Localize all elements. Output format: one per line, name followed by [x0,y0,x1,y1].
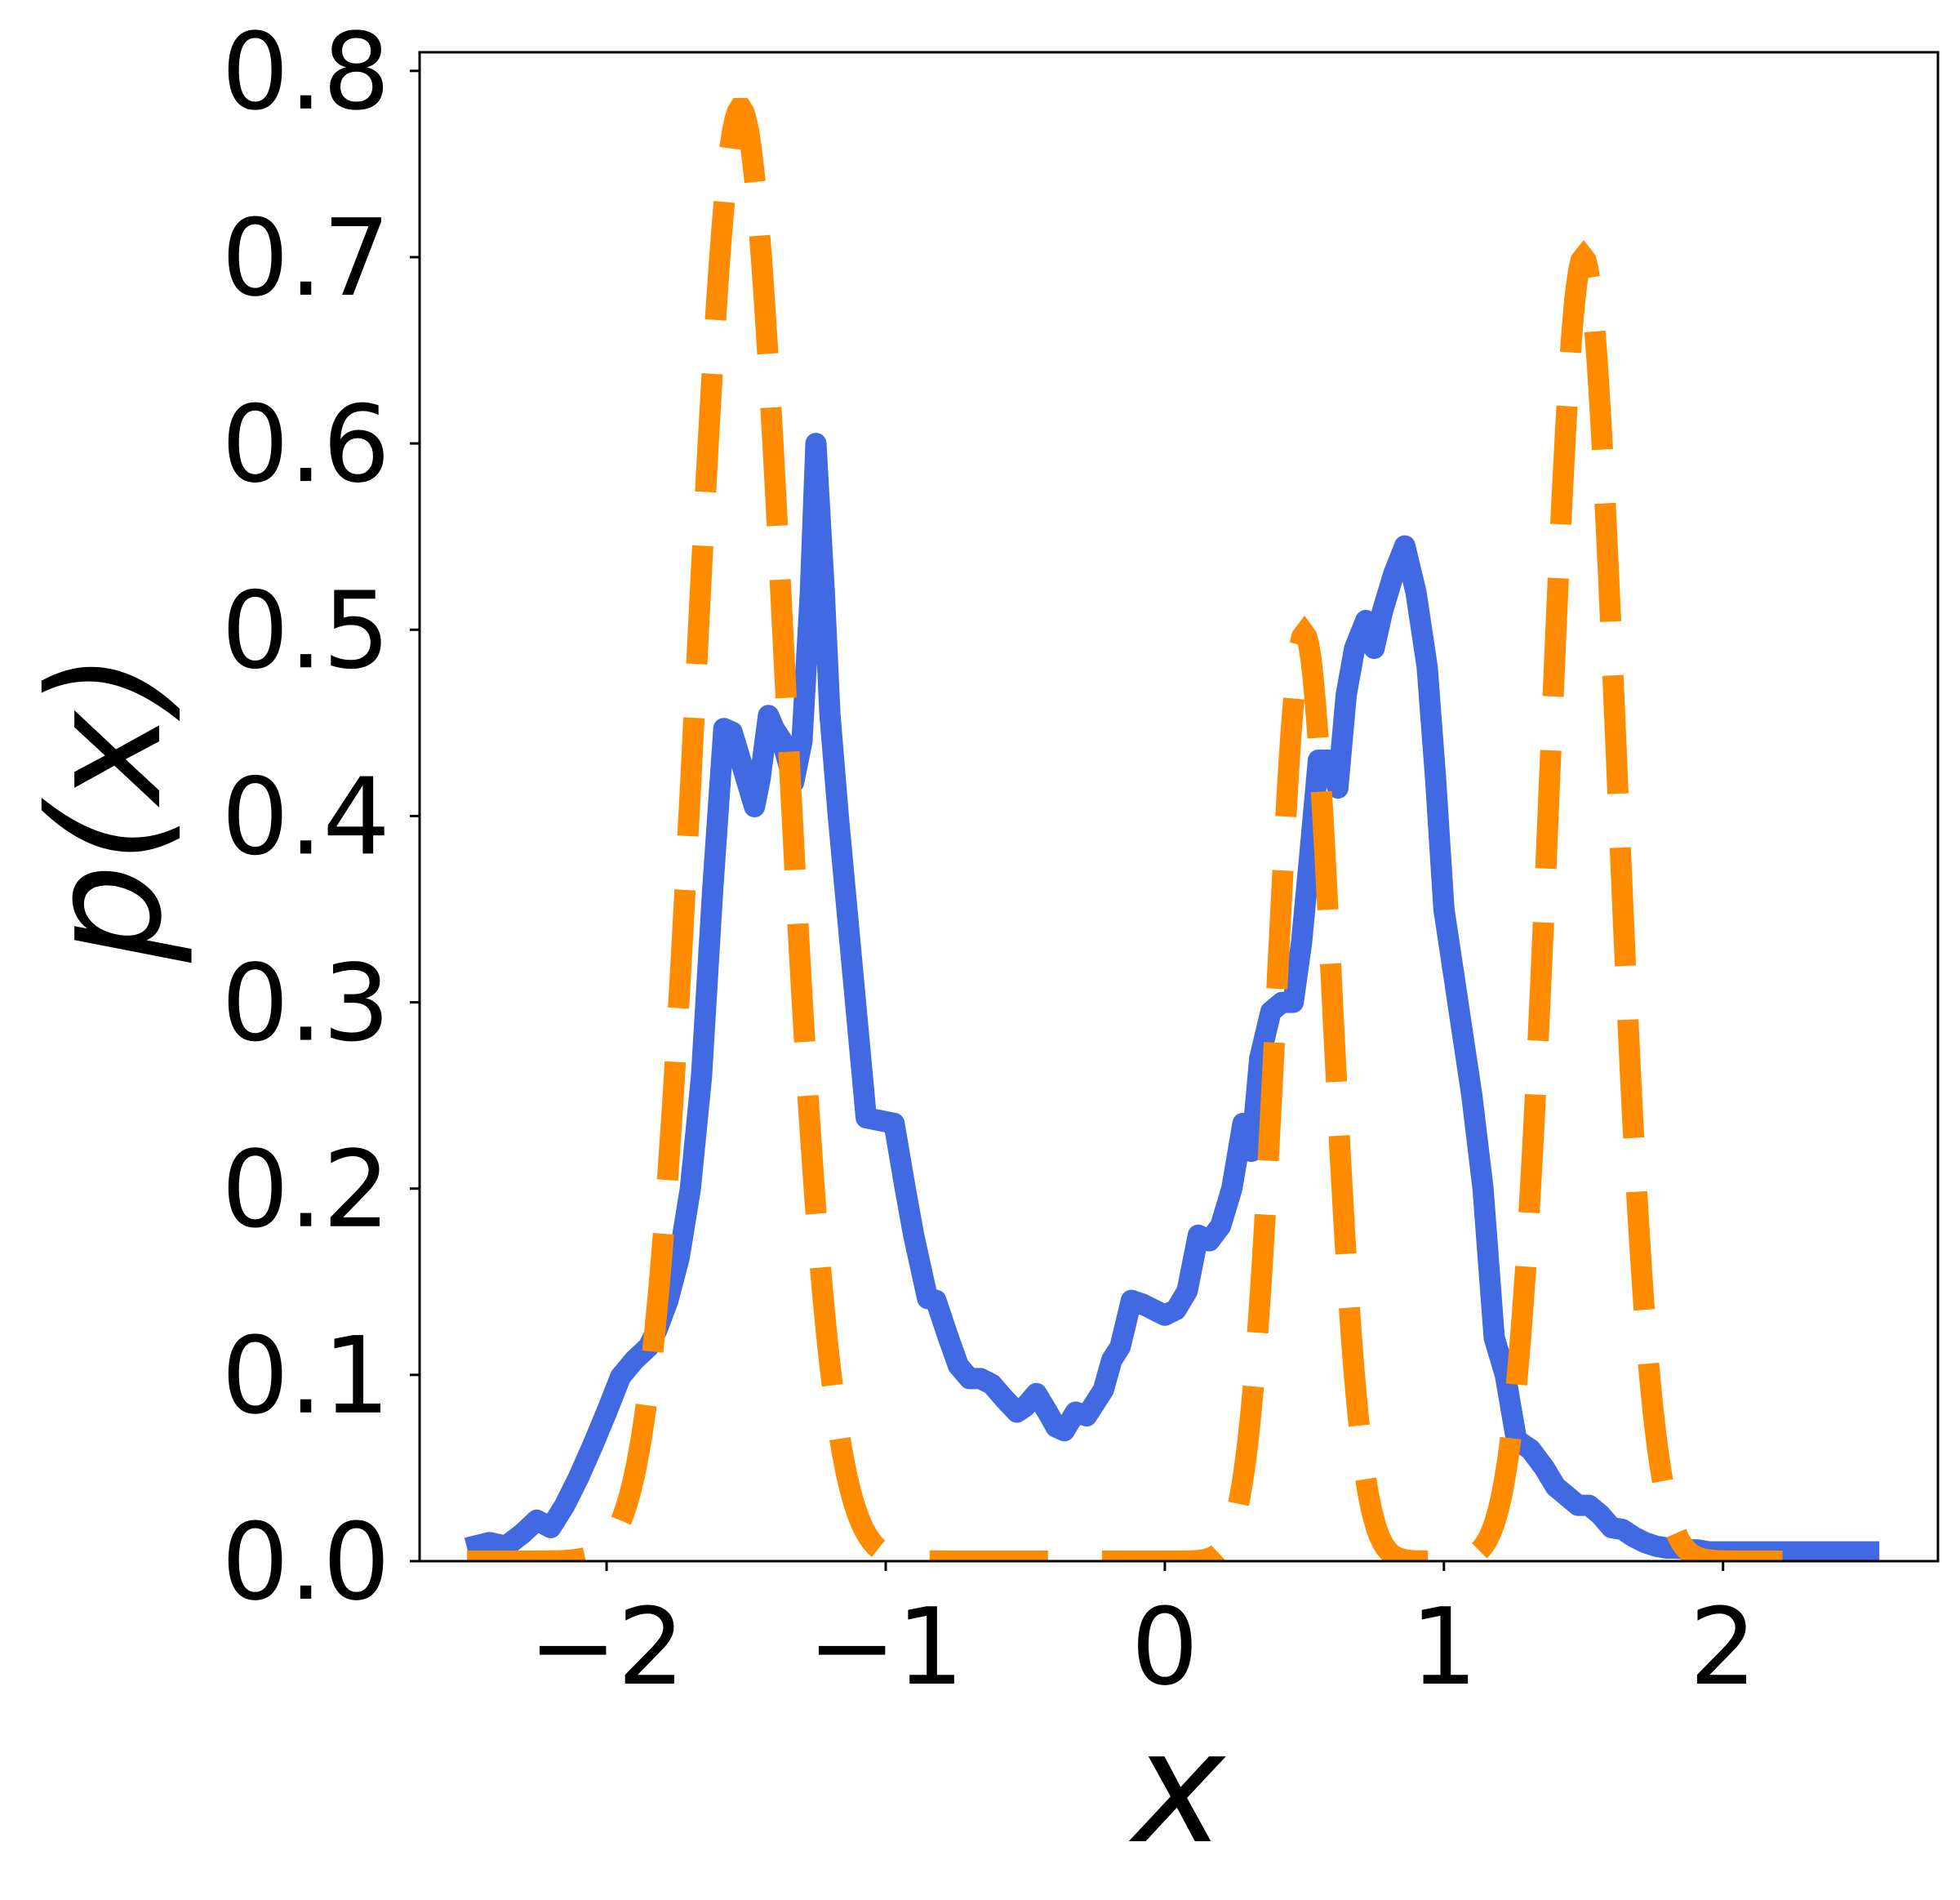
x-tick-label: −2 [528,1585,685,1709]
x-axis: −2 −1 0 1 2 [528,1561,1757,1709]
plot-frame [418,51,1940,1563]
y-tick-label: 0.3 [221,941,390,1066]
y-tick-label: 0.1 [221,1314,390,1438]
y-tick-label: 0.2 [221,1128,390,1252]
plot-area [464,98,1880,1561]
x-tick-label: 2 [1689,1585,1757,1709]
y-tick-label: 0.7 [221,196,390,320]
y-axis-title: p(x) [16,651,196,963]
y-tick-label: 0.5 [221,568,390,692]
x-tick-label: 0 [1131,1585,1199,1709]
y-tick-label: 0.6 [221,382,390,506]
series-layer [464,98,1880,1561]
y-axis: 0.0 0.1 0.2 0.3 0.4 0.5 0.6 0.7 0.8 [221,10,420,1624]
y-tick-label: 0.8 [221,10,390,134]
series-solid-line [464,433,1880,1561]
series-dashed-line [467,98,1807,1561]
x-tick-label: 1 [1410,1585,1478,1709]
y-tick-label: 0.4 [221,754,390,879]
x-tick-label: −1 [807,1585,964,1709]
x-axis-title: x [1129,1698,1227,1878]
y-tick-label: 0.0 [221,1500,390,1624]
